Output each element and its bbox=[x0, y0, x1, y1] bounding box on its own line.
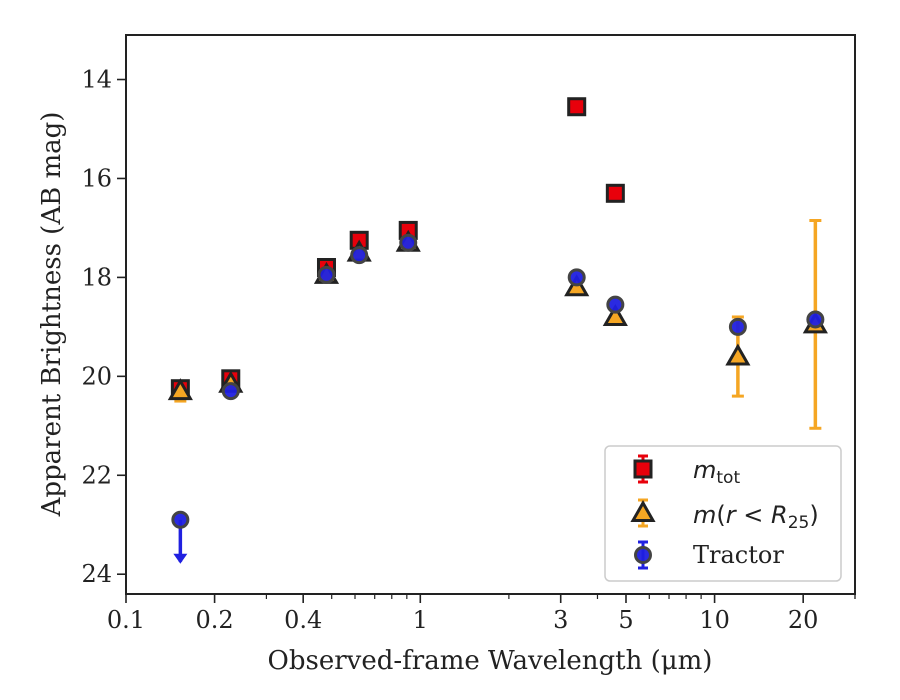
x-tick-label: 3 bbox=[553, 606, 568, 634]
mr25-point bbox=[725, 343, 751, 366]
x-tick-label: 10 bbox=[699, 606, 730, 634]
tractor-point bbox=[806, 310, 825, 329]
legend-marker-mr25 bbox=[630, 499, 656, 522]
plot-frame bbox=[125, 34, 856, 595]
legend-label-mtot: mtot bbox=[693, 456, 740, 488]
legend: mtot m(r < R25) Tractor bbox=[604, 445, 842, 582]
x-tick-label: 0.2 bbox=[196, 606, 234, 634]
x-axis-label: Observed-frame Wavelength (μm) bbox=[268, 646, 713, 676]
y-tick-label: 14 bbox=[81, 66, 112, 94]
mtot-point bbox=[605, 183, 625, 203]
tractor-upper-limit-arrowhead bbox=[173, 553, 188, 564]
tractor-point bbox=[606, 295, 625, 314]
y-axis-label: Apparent Brightness (AB mag) bbox=[37, 112, 67, 518]
x-tick-label: 20 bbox=[788, 606, 819, 634]
tractor-point bbox=[171, 510, 190, 529]
y-tick-label: 24 bbox=[81, 560, 112, 588]
tractor-point bbox=[399, 233, 418, 252]
x-tick-label: 5 bbox=[618, 606, 633, 634]
mr25-point bbox=[167, 378, 193, 401]
y-tick-label: 22 bbox=[81, 461, 112, 489]
y-tick-label: 18 bbox=[81, 263, 112, 291]
tractor-point bbox=[350, 246, 369, 265]
tractor-point bbox=[221, 382, 240, 401]
legend-marker-mtot bbox=[633, 459, 653, 479]
mr25-point bbox=[602, 303, 628, 326]
x-tick-label: 1 bbox=[413, 606, 428, 634]
y-tick-label: 20 bbox=[81, 362, 112, 390]
x-tick-label: 0.4 bbox=[284, 606, 322, 634]
tractor-point bbox=[317, 265, 336, 284]
tractor-point bbox=[567, 268, 586, 287]
x-tick-label: 0.1 bbox=[107, 606, 145, 634]
y-tick-label: 16 bbox=[81, 164, 112, 192]
legend-box bbox=[604, 445, 842, 582]
legend-label-mr25: m(r < R25) bbox=[693, 501, 819, 533]
legend-marker-tractor bbox=[634, 546, 652, 564]
tractor-point bbox=[728, 317, 747, 336]
legend-label-tractor: Tractor bbox=[693, 541, 784, 569]
mtot-point bbox=[567, 97, 587, 117]
